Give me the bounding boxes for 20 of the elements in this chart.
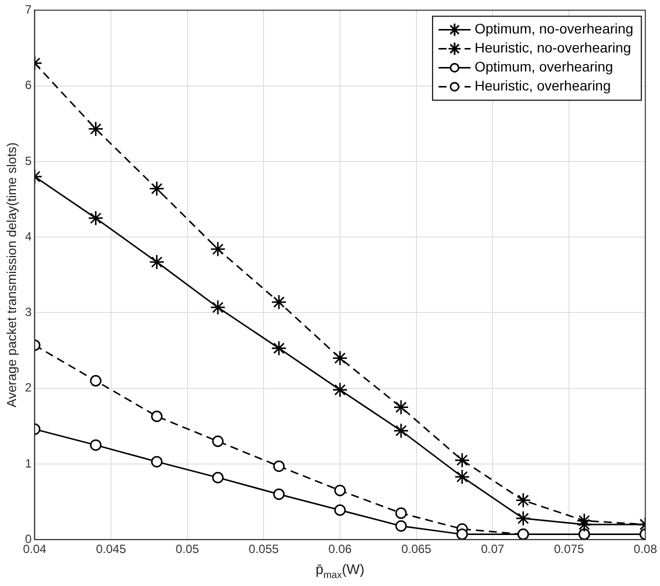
y-tick-label: 5 xyxy=(24,154,32,168)
y-tick-label: 1 xyxy=(24,456,32,470)
y-tick-label: 3 xyxy=(24,305,32,320)
legend-label: Optimum, overhearing xyxy=(474,58,614,75)
x-tick-label: 0.08 xyxy=(634,542,658,556)
x-tick-label: 0.055 xyxy=(248,542,280,556)
legend-label: Heuristic, overhearing xyxy=(474,78,611,94)
y-tick-label: 6 xyxy=(24,78,32,92)
y-tick-label: 7 xyxy=(24,2,32,17)
y-tick-label: 2 xyxy=(24,380,32,395)
x-tick-label: 0.05 xyxy=(176,542,200,556)
legend-label: Optimum, no-overhearing xyxy=(474,20,634,37)
x-tick-label: 0.06 xyxy=(328,542,352,556)
y-tick-label: 4 xyxy=(24,229,32,244)
y-axis-title: Average packet transmission delay(time slots) xyxy=(4,142,19,408)
x-tick-label: 0.075 xyxy=(554,542,584,556)
x-tick-label: 0.07 xyxy=(480,542,505,556)
x-tick-label: 0.045 xyxy=(96,542,126,556)
legend-label: Heuristic, no-overhearing xyxy=(474,40,631,56)
x-tick-label: 0.065 xyxy=(401,542,432,556)
